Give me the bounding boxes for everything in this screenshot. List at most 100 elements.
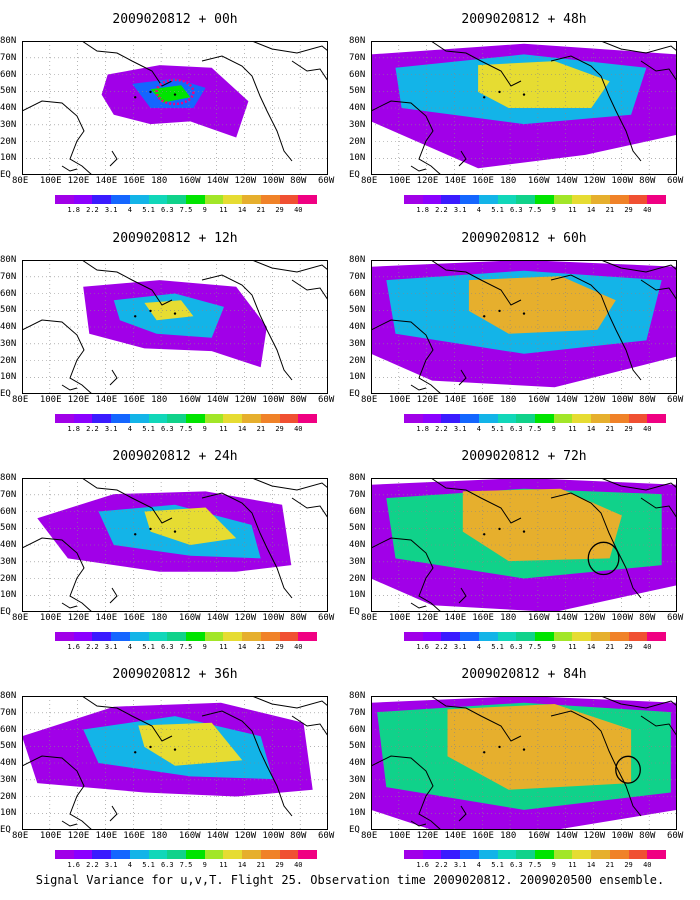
colorbar-swatch (260, 414, 280, 423)
colorbar-tick-label: 14 (586, 861, 596, 869)
colorbar-tick-label: 40 (643, 861, 652, 869)
x-tick-label: 160E (472, 831, 494, 841)
x-tick-label: 100E (39, 395, 62, 405)
colorbar-swatch (186, 195, 205, 204)
y-tick-label: 10N (0, 372, 17, 383)
colorbar-swatch (516, 850, 536, 859)
colorbar-swatch (628, 195, 648, 204)
colorbar-swatch (591, 414, 610, 423)
y-tick-label: EQ (0, 825, 11, 835)
coastline (458, 369, 467, 386)
colorbar-tick-label: 9 (551, 861, 556, 869)
coastline (640, 497, 677, 519)
colorbar-tick-label: 29 (624, 643, 633, 651)
y-tick-label: 30N (0, 556, 17, 567)
colorbar-swatch (129, 632, 149, 641)
colorbar-tick-label: 14 (237, 643, 247, 651)
colorbar-swatch (422, 195, 442, 204)
y-tick-label: 20N (349, 791, 366, 802)
colorbar (55, 632, 318, 641)
colorbar-tick-label: 14 (586, 206, 596, 214)
y-tick-label: 40N (349, 322, 366, 332)
colorbar-tick-label: 2.2 (86, 861, 99, 869)
coastline (458, 587, 467, 604)
panel-title: 2009020812 + 60h (461, 231, 587, 246)
colorbar-swatch (129, 850, 149, 859)
variance-contour (144, 300, 194, 321)
colorbar-tick-label: 9 (551, 643, 556, 651)
colorbar-swatch (204, 414, 224, 423)
x-tick-label: 100W (611, 176, 634, 186)
colorbar-tick-label: 14 (586, 425, 596, 433)
x-tick-label: 100E (39, 176, 62, 186)
y-tick-label: 80N (349, 473, 366, 483)
colorbar-tick-label: 3.1 (104, 643, 118, 651)
colorbar-swatch (497, 414, 517, 423)
forecast-map (371, 478, 677, 612)
colorbar-tick-label: 40 (294, 643, 303, 651)
colorbar-swatch (609, 632, 629, 641)
coastline (430, 478, 522, 524)
coastline (550, 55, 642, 162)
colorbar-tick-label: 7.5 (528, 643, 542, 651)
x-tick-label: 80W (290, 176, 307, 186)
observation-point (498, 90, 501, 94)
y-tick-label: 60N (349, 724, 366, 735)
colorbar-tick-label: 21 (605, 206, 615, 214)
x-tick-label: 160W (178, 395, 201, 405)
colorbar-tick-label: 11 (219, 425, 228, 433)
forecast-map (22, 478, 328, 612)
coastline (550, 492, 642, 599)
coastline (251, 260, 328, 273)
x-tick-label: 140E (444, 831, 467, 841)
coastline (458, 805, 467, 822)
colorbar-tick-label: 7.5 (528, 425, 542, 433)
colorbar-tick-label: 9 (202, 206, 207, 214)
colorbar-swatch (460, 195, 479, 204)
x-tick-label: 60W (667, 176, 684, 186)
observation-point (483, 96, 486, 99)
y-tick-label: 60N (349, 506, 366, 517)
coastline (251, 41, 328, 54)
colorbar-tick-label: 9 (202, 425, 207, 433)
x-tick-label: 100W (611, 395, 634, 405)
coastline (291, 497, 328, 519)
coastline (61, 602, 78, 609)
y-tick-label: 30N (349, 556, 366, 567)
x-tick-label: 80W (290, 395, 307, 405)
coastline (291, 60, 328, 82)
colorbar-tick-label: 3.1 (453, 206, 467, 214)
colorbar-tick-label: 5.1 (491, 206, 504, 214)
x-tick-label: 80E (12, 831, 29, 841)
observation-point (483, 751, 486, 754)
colorbar-swatch (628, 850, 648, 859)
colorbar-swatch (242, 850, 261, 859)
x-tick-label: 80W (290, 613, 307, 623)
colorbar-swatch (55, 850, 74, 859)
x-tick-label: 160E (123, 613, 145, 623)
colorbar-labels: 1.6 2.2 3.1 4 5.1 6.3 7.5 9 11 14 21 29 40 (404, 861, 666, 870)
colorbar-tick-label: 7.5 (179, 861, 193, 869)
colorbar-swatch (111, 632, 130, 641)
feature-ring (155, 78, 195, 106)
colorbar-tick-label: 3.1 (104, 861, 118, 869)
x-tick-label: 140W (206, 613, 229, 623)
y-tick-label: 10N (349, 808, 366, 819)
observation-point (498, 309, 501, 313)
x-tick-label: 140W (555, 176, 578, 186)
colorbar-tick-label: 14 (586, 643, 596, 651)
y-tick-label: 40N (0, 758, 17, 768)
y-tick-label: EQ (0, 170, 11, 180)
panel-title: 2009020812 + 12h (112, 231, 238, 246)
x-tick-label: 160E (472, 176, 494, 186)
colorbar-swatch (535, 414, 554, 423)
x-tick-label: 100W (262, 395, 285, 405)
colorbar-tick-label: 29 (624, 861, 633, 869)
colorbar-tick-label: 40 (643, 425, 652, 433)
y-tick-label: 10N (0, 153, 17, 164)
panel-title: 2009020812 + 00h (112, 12, 238, 27)
y-tick-label: 10N (349, 153, 366, 164)
colorbar-tick-label: 29 (275, 425, 284, 433)
y-tick-label: 60N (349, 69, 366, 80)
colorbar-tick-label: 7.5 (179, 425, 193, 433)
